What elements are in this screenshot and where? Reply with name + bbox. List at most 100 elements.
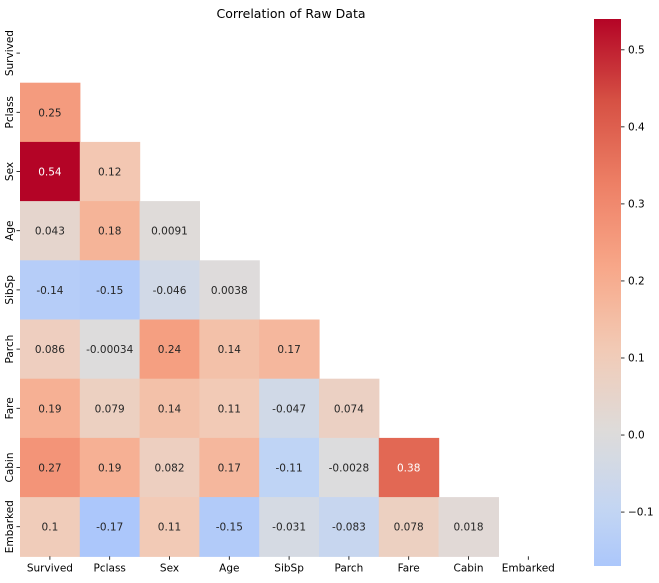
x-tick-label-survived: Survived [27,562,73,574]
cell-label: 0.19 [98,463,121,475]
heatmap-cell-cabin-age [199,437,260,498]
heatmap-cell-embarked-age [199,497,260,557]
x-tick-label-sex: Sex [160,562,179,574]
colorbar-tick-label: 0.4 [628,121,645,133]
y-axis: Survived Pclass Sex Age SibSp Parch Fare Cabin E… [4,30,20,553]
heatmap-cell-age-sex [139,201,200,261]
cell-label: -0.0028 [329,463,370,475]
heatmap-cell-parch-pclass [79,319,141,380]
cell-label: 0.082 [154,463,184,475]
heatmap-cell-parch-sibsp [259,319,320,380]
heatmap-cell-embarked-pclass [79,497,141,557]
cell-label: -0.046 [153,285,187,297]
heatmap-cell-fare-survived [20,378,81,439]
cell-label: 0.086 [35,344,65,356]
cell-label: 0.078 [394,522,424,534]
heatmap-cell-parch-survived [20,319,81,380]
cell-label: 0.0038 [211,285,248,297]
colorbar-tick-label: 0.1 [628,352,645,364]
heatmap-cell-sibsp-age [199,260,260,321]
x-tick-label-age: Age [219,562,239,574]
heatmap-cell-parch-age [199,319,260,380]
chart-title: Correlation of Raw Data [216,6,365,21]
heatmap-cell-sibsp-survived [20,260,81,321]
colorbar-gradient [594,19,621,566]
heatmap-cell-embarked-cabin [438,497,499,557]
cell-label: -0.083 [332,522,366,534]
x-tick-label-embarked: Embarked [502,562,555,574]
heatmap-cell-age-survived [20,201,81,261]
colorbar-tick-label: 0.2 [628,275,645,287]
heatmap-cell-cabin-fare [378,437,440,498]
cell-label: 0.17 [277,344,300,356]
heatmap-cell-embarked-parch [319,497,380,557]
heatmap-cell-fare-pclass [79,378,141,439]
x-tick-label-fare: Fare [398,562,420,574]
cell-label: 0.24 [158,344,182,356]
heatmap-cell-embarked-survived [20,497,81,557]
heatmap-cell-fare-sibsp [259,378,320,439]
y-tick-label-cabin: Cabin [4,452,16,482]
y-tick-label-parch: Parch [4,335,16,364]
cell-label: -0.00034 [86,344,134,356]
cell-label: 0.19 [38,403,61,415]
heatmap-cell-sex-survived [20,141,81,202]
y-tick-label-pclass: Pclass [4,96,16,128]
heatmap-cell-cabin-survived [20,437,81,498]
y-tick-label-age: Age [4,221,16,241]
cell-label: 0.12 [98,167,121,179]
heatmap-cells: 0.25 0.54 0.12 0.043 0.18 0.0091 -0.14 -0.15 -0.… [20,82,499,557]
cell-label: -0.11 [276,463,303,475]
cell-label: -0.14 [36,285,63,297]
cell-label: 0.079 [95,403,125,415]
cell-label: 0.14 [218,344,242,356]
cell-label: 0.11 [218,403,241,415]
heatmap-cell-embarked-sibsp [259,497,320,557]
cell-label: -0.17 [96,522,123,534]
heatmap-cell-sex-pclass [79,141,141,202]
heatmap-cell-fare-parch [319,378,380,439]
cell-label: 0.074 [334,403,364,415]
x-tick-label-parch: Parch [334,562,363,574]
colorbar-tick-label: 0.3 [628,198,645,210]
cell-label: 0.018 [453,522,483,534]
cell-label: -0.15 [96,285,123,297]
cell-label: -0.047 [272,403,306,415]
heatmap-cell-cabin-parch [319,437,380,498]
cell-label: 0.38 [397,463,420,475]
x-tick-label-cabin: Cabin [453,562,483,574]
cell-label: 0.54 [38,167,62,179]
cell-label: 0.25 [38,107,61,119]
colorbar-tick-label: −0.1 [628,507,654,519]
heatmap-cell-fare-age [199,378,260,439]
cell-label: -0.031 [272,522,306,534]
y-tick-label-sex: Sex [4,162,16,181]
heatmap-cell-age-pclass [79,201,141,261]
colorbar: 0.5 0.4 0.3 0.2 0.1 0.0 −0.1 [594,19,654,566]
heatmap-cell-cabin-sibsp [259,437,320,498]
cell-label: 0.17 [218,463,241,475]
cell-label: 0.14 [158,403,182,415]
y-tick-label-survived: Survived [4,30,16,76]
heatmap-cell-pclass-survived [20,82,81,143]
heatmap-cell-cabin-pclass [79,437,141,498]
colorbar-tick-label: 0.0 [628,430,645,442]
heatmap-cell-cabin-sex [139,437,200,498]
heatmap-cell-parch-sex [139,319,200,380]
cell-label: 0.11 [158,522,181,534]
heatmap-cell-sibsp-pclass [79,260,141,321]
y-tick-label-embarked: Embarked [4,500,16,553]
colorbar-tick-label: 0.5 [628,44,645,56]
cell-label: 0.0091 [151,226,188,238]
x-axis: Survived Pclass Sex Age SibSp Parch Fare Cabin E… [27,556,555,574]
heatmap-cell-sibsp-sex [139,260,200,321]
heatmap-cell-fare-sex [139,378,200,439]
cell-label: 0.1 [42,522,59,534]
x-tick-label-sibsp: SibSp [274,562,304,574]
cell-label: 0.043 [35,226,65,238]
heatmap-cell-embarked-sex [139,497,200,557]
cell-label: 0.27 [38,463,61,475]
x-tick-label-pclass: Pclass [93,562,125,574]
cell-label: -0.15 [216,522,243,534]
